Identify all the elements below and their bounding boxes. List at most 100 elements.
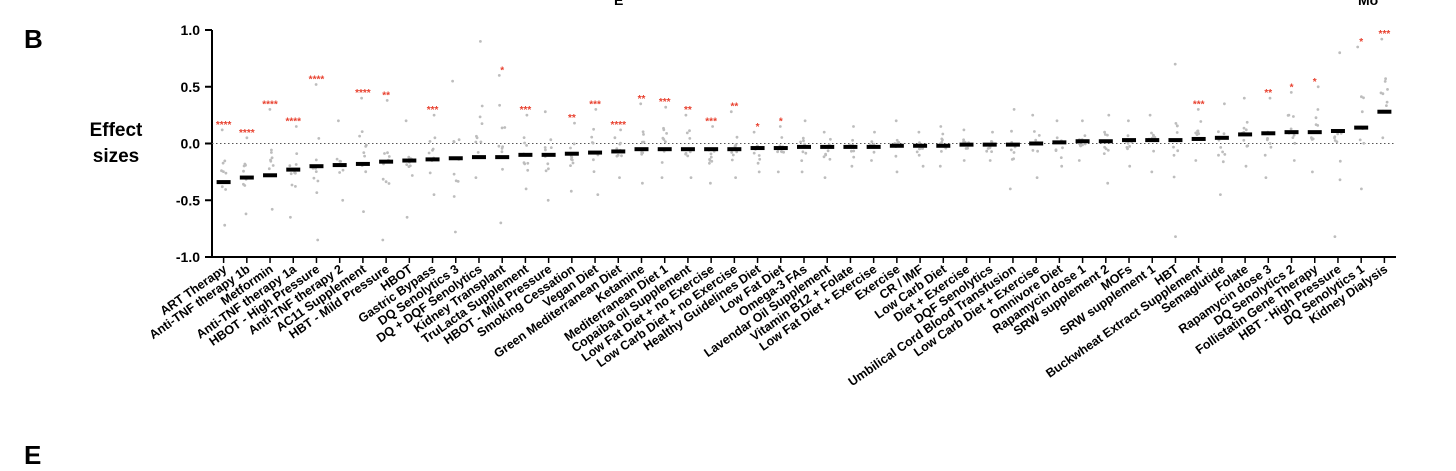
data-point [897, 141, 901, 144]
data-point [385, 99, 389, 102]
data-point [269, 158, 272, 162]
significance-stars: **** [610, 120, 626, 131]
data-point [294, 125, 298, 128]
data-point [1055, 119, 1059, 123]
data-point [1175, 124, 1179, 128]
data-point [917, 130, 921, 134]
data-point [1356, 45, 1360, 49]
data-point [358, 134, 361, 138]
data-point [1081, 119, 1084, 123]
y-tick-label: 0.5 [181, 79, 201, 95]
data-point [801, 136, 805, 140]
data-point [364, 145, 368, 148]
data-point [829, 137, 832, 141]
cropped-text-fragment-right: Mo [1358, 0, 1379, 8]
data-point [590, 135, 594, 139]
data-point [641, 181, 644, 185]
data-point [990, 140, 993, 143]
data-point [592, 127, 595, 131]
significance-stars: **** [355, 88, 371, 99]
data-point [962, 128, 966, 132]
data-point [642, 133, 645, 136]
data-point [478, 115, 482, 119]
data-point [316, 179, 320, 183]
data-point [988, 146, 992, 150]
data-point [756, 161, 760, 165]
data-point [1031, 149, 1035, 152]
data-point [619, 128, 622, 132]
data-point [360, 96, 363, 100]
data-point [894, 154, 898, 158]
data-point [709, 152, 713, 156]
data-point [1383, 80, 1387, 83]
significance-stars: **** [309, 74, 325, 85]
data-point [452, 172, 456, 176]
data-point [1152, 149, 1155, 153]
data-point [1059, 156, 1063, 160]
data-point [1244, 164, 1248, 168]
data-point [222, 170, 225, 174]
data-point [917, 153, 921, 157]
data-point [757, 154, 761, 157]
data-point [592, 170, 596, 174]
data-point [499, 221, 503, 225]
y-tick-label: 1.0 [181, 22, 201, 38]
data-point [823, 176, 827, 180]
data-point [475, 136, 479, 140]
data-point [1316, 85, 1320, 89]
data-point [431, 148, 434, 152]
data-point [500, 150, 504, 154]
significance-stars: **** [239, 128, 255, 139]
data-point [1222, 132, 1226, 136]
data-point [1217, 130, 1220, 134]
significance-stars: * [1359, 37, 1363, 48]
data-point [427, 151, 431, 155]
data-point [689, 176, 693, 180]
data-point [432, 193, 436, 197]
data-point [428, 171, 432, 175]
data-point [294, 185, 297, 188]
data-point [1223, 102, 1226, 106]
data-point [1333, 136, 1336, 140]
data-point [615, 147, 619, 151]
data-point [573, 121, 576, 125]
data-point [341, 168, 345, 172]
data-point [1221, 150, 1224, 154]
data-point [381, 238, 385, 242]
data-point [850, 149, 853, 153]
data-point [1219, 193, 1222, 197]
data-point [1060, 164, 1064, 168]
data-point [962, 138, 965, 142]
cropped-text-fragment-left: E [614, 0, 624, 8]
data-point [497, 74, 501, 77]
data-point [267, 167, 271, 171]
data-point [988, 159, 992, 162]
data-point [1316, 108, 1320, 111]
data-point [802, 139, 805, 143]
data-point [1386, 88, 1389, 91]
data-point [990, 150, 993, 154]
data-point [895, 138, 899, 142]
data-point [1061, 146, 1064, 150]
data-point [780, 136, 784, 139]
data-point [270, 207, 274, 211]
data-point [387, 182, 391, 185]
data-point [1012, 157, 1015, 161]
data-point [1106, 181, 1110, 185]
data-point [315, 191, 319, 195]
data-point [1081, 143, 1084, 147]
data-point [500, 126, 504, 130]
data-point [708, 161, 711, 165]
data-point [501, 167, 504, 171]
data-point [729, 110, 733, 114]
data-point [570, 158, 574, 162]
data-point [665, 132, 668, 135]
data-point [1245, 120, 1249, 124]
data-point [1034, 138, 1038, 142]
data-point [289, 172, 293, 176]
data-point [569, 164, 572, 168]
data-point [221, 161, 225, 165]
data-point [410, 174, 414, 177]
data-point [641, 130, 645, 134]
significance-stars: ** [638, 94, 646, 105]
